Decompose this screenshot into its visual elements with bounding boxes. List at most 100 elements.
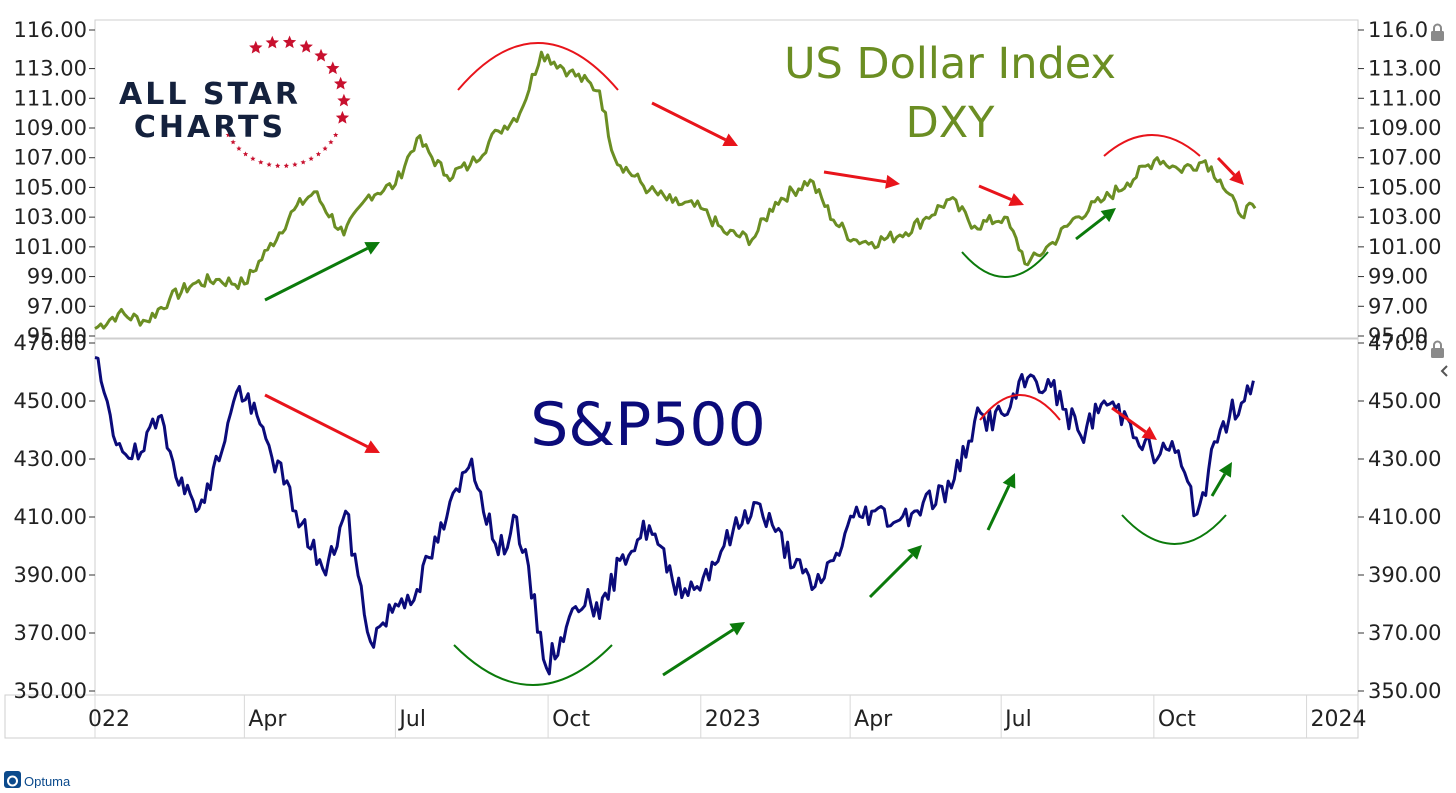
y-tick-label-right: 111.00 bbox=[1368, 86, 1441, 110]
x-tick-label: Jul bbox=[397, 707, 426, 732]
x-tick-label: 2023 bbox=[705, 707, 761, 732]
star-icon bbox=[292, 161, 298, 167]
up-arrow bbox=[1075, 208, 1116, 241]
y-tick-label-left: 113.00 bbox=[14, 57, 87, 81]
star-icon bbox=[258, 159, 264, 165]
y-tick-label-left: 350.00 bbox=[14, 679, 87, 703]
y-tick-label-left: 111.00 bbox=[14, 86, 87, 110]
star-icon bbox=[266, 161, 272, 167]
y-tick-label-right: 109.00 bbox=[1368, 116, 1441, 140]
up-arrow bbox=[868, 545, 922, 599]
star-icon bbox=[265, 35, 279, 49]
spx-title: S&P500 bbox=[530, 390, 766, 460]
x-tick-label: 2024 bbox=[1311, 707, 1367, 732]
y-tick-label-right: 390.00 bbox=[1368, 563, 1441, 587]
y-tick-label-left: 116.00 bbox=[14, 18, 87, 42]
y-tick-label-right: 430.00 bbox=[1368, 447, 1441, 471]
annotation-arrows bbox=[264, 101, 1244, 677]
y-tick-label-right: 99.00 bbox=[1368, 265, 1428, 289]
star-icon bbox=[315, 151, 322, 157]
star-icon bbox=[334, 76, 348, 90]
y-tick-label-left: 99.00 bbox=[27, 265, 87, 289]
up-arrow bbox=[662, 622, 745, 677]
annotation-arcs bbox=[453, 42, 1227, 686]
down-arrow bbox=[264, 393, 380, 453]
y-tick-label-right: 450.00 bbox=[1368, 389, 1441, 413]
star-icon bbox=[275, 163, 281, 169]
y-tick-label-left: 430.00 bbox=[14, 447, 87, 471]
y-tick-label-left: 105.00 bbox=[14, 175, 87, 199]
y-tick-label-right: 103.00 bbox=[1368, 205, 1441, 229]
up-arrow bbox=[264, 242, 380, 302]
star-icon bbox=[230, 139, 236, 145]
y-tick-label-right: 107.00 bbox=[1368, 146, 1441, 170]
star-icon bbox=[242, 151, 249, 157]
top-arc-spx bbox=[979, 394, 1061, 421]
x-tick-label: Apr bbox=[248, 707, 287, 732]
y-tick-label-right: 410.00 bbox=[1368, 505, 1441, 529]
star-icon bbox=[322, 145, 328, 151]
dxy-title: US Dollar Index bbox=[784, 39, 1116, 89]
dxy-panel bbox=[94, 19, 1359, 339]
dxy-subtitle: DXY bbox=[906, 98, 996, 148]
star-icon bbox=[236, 145, 242, 151]
y-tick-label-left: 109.00 bbox=[14, 116, 87, 140]
y-tick-label-right: 370.00 bbox=[1368, 621, 1441, 645]
bottom-arc-spx-2 bbox=[1121, 514, 1227, 545]
up-arrow bbox=[1210, 462, 1232, 497]
y-tick-label-left: 410.00 bbox=[14, 505, 87, 529]
logo-line2: CHARTS bbox=[134, 110, 286, 145]
y-tick-label-left: 370.00 bbox=[14, 621, 87, 645]
star-icon bbox=[326, 61, 340, 75]
x-tick-label: Oct bbox=[1158, 707, 1196, 732]
y-tick-label-left: 95.00 bbox=[27, 324, 87, 348]
down-arrow bbox=[1111, 406, 1157, 440]
footer-brand: Optuma bbox=[24, 774, 71, 788]
collapse-icon[interactable] bbox=[1440, 365, 1448, 377]
y-tick-label-right: 116.0 bbox=[1368, 18, 1428, 42]
y-tick-label-right: 350.00 bbox=[1368, 679, 1441, 703]
star-icon bbox=[335, 110, 350, 124]
y-tick-label-right: 97.00 bbox=[1368, 294, 1428, 318]
logo-stars bbox=[225, 35, 351, 169]
optuma-logo: Optuma bbox=[4, 771, 71, 789]
y-tick-label-right: 105.00 bbox=[1368, 175, 1441, 199]
logo-line1: ALL STAR bbox=[119, 77, 301, 112]
x-axis-band bbox=[4, 694, 1359, 739]
y-tick-label-right: 113.00 bbox=[1368, 57, 1441, 81]
top-arc-dxy-2 bbox=[1103, 134, 1201, 157]
x-tick-label: Apr bbox=[854, 707, 893, 732]
lock-icon[interactable] bbox=[1431, 340, 1444, 359]
x-tick-label: 022 bbox=[88, 707, 130, 732]
star-icon bbox=[249, 40, 263, 54]
dxy-series-line bbox=[94, 50, 1257, 330]
star-icon bbox=[314, 48, 328, 62]
y-tick-label-left: 470.00 bbox=[14, 331, 87, 355]
star-icon bbox=[308, 155, 314, 161]
star-icon bbox=[299, 39, 313, 53]
y-tick-label-right: 95.00 bbox=[1368, 324, 1428, 348]
top-arc-dxy-1 bbox=[457, 42, 619, 91]
lock-icon[interactable] bbox=[1431, 23, 1444, 42]
x-tick-label: Jul bbox=[1003, 707, 1032, 732]
down-arrow bbox=[651, 101, 738, 146]
x-tick-label: Oct bbox=[552, 707, 590, 732]
y-tick-label-left: 390.00 bbox=[14, 563, 87, 587]
y-tick-label-left: 450.00 bbox=[14, 389, 87, 413]
down-arrow bbox=[1216, 156, 1244, 185]
star-icon bbox=[283, 163, 289, 169]
down-arrow bbox=[823, 170, 900, 189]
y-tick-label-left: 103.00 bbox=[14, 205, 87, 229]
y-tick-label-right: 101.00 bbox=[1368, 235, 1441, 259]
star-icon bbox=[225, 132, 231, 138]
star-icon bbox=[300, 159, 306, 165]
down-arrow bbox=[978, 184, 1024, 206]
star-icon bbox=[250, 155, 256, 161]
star-icon bbox=[337, 93, 351, 107]
bottom-arc-dxy bbox=[961, 251, 1049, 278]
bottom-arc-spx-1 bbox=[453, 644, 613, 686]
star-icon bbox=[328, 139, 334, 145]
star-icon bbox=[333, 132, 339, 138]
